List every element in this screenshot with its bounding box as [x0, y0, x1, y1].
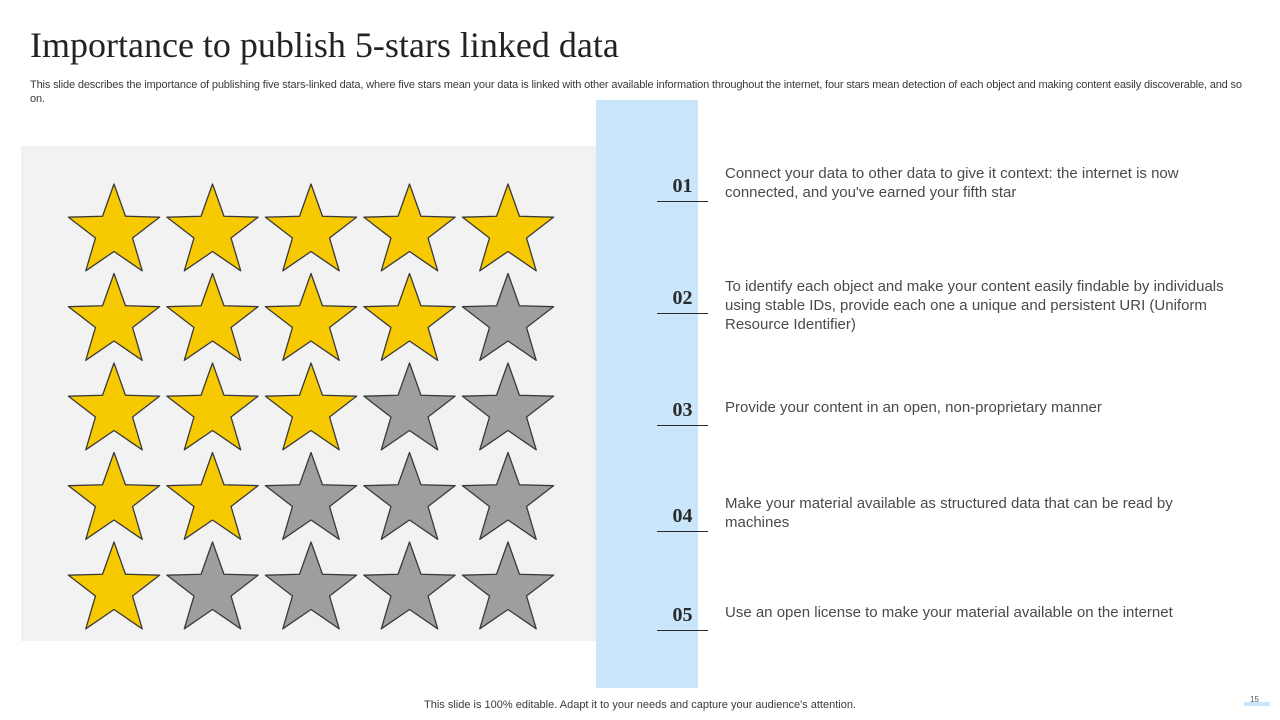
slide-footer: This slide is 100% editable. Adapt it to…	[424, 699, 856, 711]
star-filled-icon	[67, 272, 161, 361]
star-empty-icon	[461, 451, 555, 540]
item-text: Provide your content in an open, non-pro…	[725, 399, 1102, 416]
star-filled-icon	[264, 272, 358, 361]
star-empty-icon	[363, 541, 456, 630]
star-empty-icon	[363, 451, 456, 540]
star-filled-icon	[264, 183, 358, 272]
item-number: 01	[657, 174, 708, 202]
slide-subtitle: This slide describes the importance of p…	[30, 79, 1242, 105]
slide-title: Importance to publish 5-stars linked dat…	[30, 25, 619, 65]
item-text: Use an open license to make your materia…	[725, 604, 1173, 621]
item-number: 04	[657, 504, 708, 532]
star-empty-icon	[166, 541, 259, 630]
star-empty-icon	[363, 362, 456, 451]
star-filled-icon	[67, 451, 161, 540]
item-text: To identify each object and make your co…	[725, 278, 1224, 333]
item-text: Connect your data to other data to give …	[725, 165, 1179, 201]
star-empty-icon	[461, 541, 555, 630]
star-filled-icon	[363, 272, 456, 361]
star-filled-icon	[166, 451, 259, 540]
star-filled-icon	[67, 541, 161, 630]
star-empty-icon	[461, 362, 555, 451]
star-rating-grid	[67, 183, 555, 630]
accent-band	[596, 100, 698, 688]
star-empty-icon	[264, 451, 358, 540]
item-number: 05	[657, 603, 708, 631]
star-filled-icon	[264, 362, 358, 451]
star-filled-icon	[166, 183, 259, 272]
star-filled-icon	[67, 183, 161, 272]
star-rating-panel	[21, 146, 597, 641]
star-empty-icon	[461, 272, 555, 361]
star-filled-icon	[166, 362, 259, 451]
item-number: 03	[657, 398, 708, 426]
item-text: Make your material available as structur…	[725, 495, 1173, 531]
star-filled-icon	[166, 272, 259, 361]
page-number: 15	[1250, 695, 1259, 704]
star-filled-icon	[461, 183, 555, 272]
page-number-marker	[1244, 702, 1270, 706]
star-filled-icon	[67, 362, 161, 451]
star-empty-icon	[264, 541, 358, 630]
star-filled-icon	[363, 183, 456, 272]
item-number: 02	[657, 286, 708, 314]
